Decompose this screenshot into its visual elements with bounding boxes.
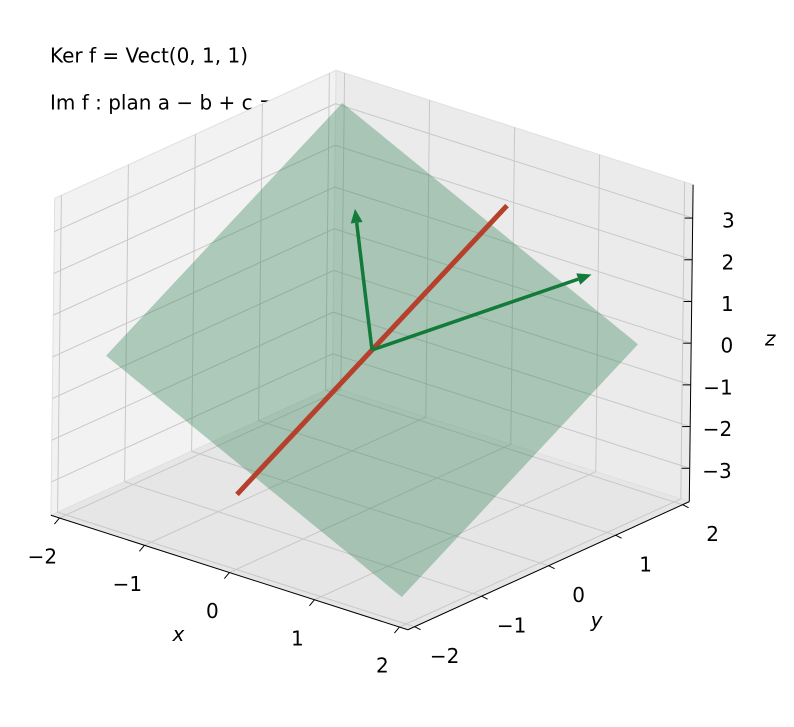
x-tick-label: 0: [206, 599, 219, 623]
grid-line: [191, 450, 549, 567]
x-tick-label: 2: [376, 654, 389, 678]
axis-line: [407, 501, 690, 631]
x-axis-label: x: [171, 622, 184, 646]
grid-line: [335, 103, 693, 219]
vector-head: [350, 208, 363, 224]
z-tick-label: 3: [722, 209, 735, 233]
grid-line: [52, 269, 334, 399]
grid-line: [51, 353, 333, 483]
x-tick: [224, 572, 230, 579]
image-vector: [354, 222, 374, 351]
y-tick: [615, 534, 622, 539]
grid-line: [333, 269, 691, 386]
x-tick-label: 1: [291, 626, 304, 650]
x-tick: [309, 599, 315, 607]
z-tick-label: −1: [703, 375, 732, 399]
grid-line: [54, 103, 336, 233]
grid-line: [51, 311, 334, 441]
grid-line: [332, 353, 690, 469]
z-tick-label: 0: [720, 334, 733, 358]
grid-line: [325, 389, 683, 506]
x-tick-label: −2: [28, 545, 57, 569]
z-tick-label: −3: [702, 459, 731, 483]
grid-line: [52, 228, 335, 358]
x-tick-label: −1: [113, 572, 142, 596]
z-tick-label: −2: [703, 417, 732, 441]
y-tick-label: 1: [639, 553, 652, 577]
y-tick-label: −2: [430, 644, 459, 668]
z-axis-label: z: [764, 327, 776, 351]
grid-line: [258, 420, 616, 536]
vector-head: [576, 273, 592, 285]
axis-line: [50, 514, 409, 631]
grid-line: [53, 186, 335, 316]
image-vector: [371, 277, 579, 352]
y-tick: [682, 504, 689, 509]
x-tick: [54, 517, 60, 525]
y-tick: [414, 626, 421, 631]
grid-line: [124, 481, 482, 597]
x-tick: [394, 626, 400, 634]
z-tick-label: 1: [721, 292, 734, 316]
grid-line: [53, 144, 336, 274]
x-tick: [139, 544, 145, 552]
y-tick-label: 0: [572, 583, 585, 607]
z-tick-label: 2: [721, 250, 734, 274]
y-tick-label: −1: [497, 614, 526, 638]
axis-line: [688, 184, 694, 502]
grid-line: [335, 144, 693, 261]
y-tick: [481, 595, 488, 600]
y-axis-label: y: [590, 608, 604, 632]
kernel-annotation: Ker f = Vect(0, 1, 1): [50, 44, 248, 68]
y-tick-label: 2: [706, 522, 719, 546]
y-tick: [548, 565, 555, 570]
grid-line: [57, 511, 415, 628]
grid-line: [334, 186, 692, 302]
grid-line: [334, 228, 692, 344]
